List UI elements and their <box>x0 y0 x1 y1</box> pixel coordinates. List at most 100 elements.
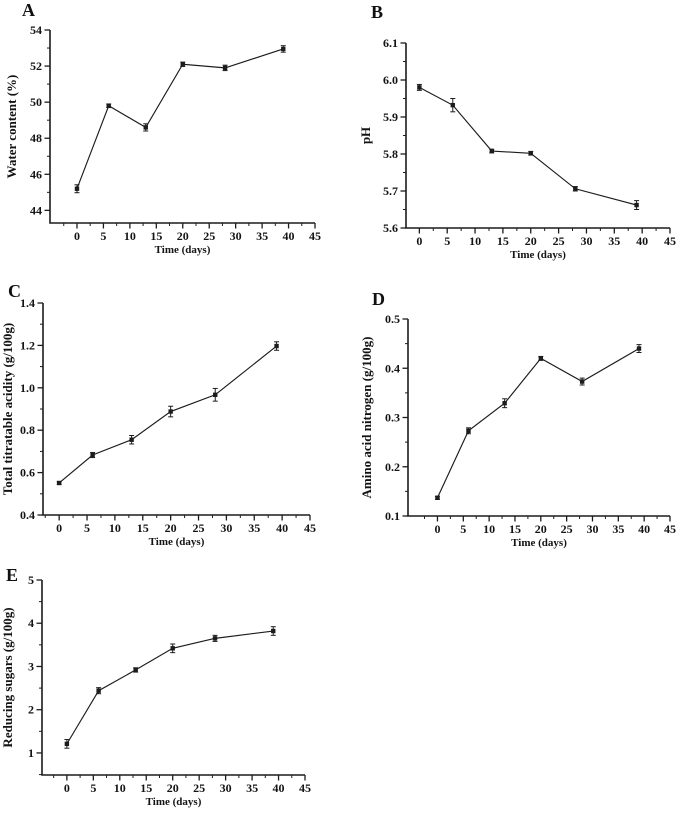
y-tick-label: 3 <box>28 659 34 673</box>
x-tick-label: 0 <box>74 229 80 243</box>
x-tick-label: 20 <box>167 781 179 795</box>
x-tick-label: 35 <box>612 522 624 536</box>
panel-label-A: A <box>22 0 36 20</box>
x-axis-title: Time (days) <box>155 244 211 256</box>
x-tick-label: 15 <box>137 521 149 535</box>
x-tick-label: 30 <box>586 522 598 536</box>
x-tick-label: 45 <box>304 521 316 535</box>
x-tick-label: 5 <box>100 229 106 243</box>
data-point-marker <box>106 103 111 108</box>
x-tick-label: 25 <box>193 521 205 535</box>
x-tick-label: 45 <box>299 781 311 795</box>
x-tick-label: 35 <box>608 234 620 248</box>
y-axis-title: pH <box>358 127 373 144</box>
x-tick-label: 15 <box>150 229 162 243</box>
y-tick-label: 0.1 <box>385 509 400 523</box>
series-line <box>419 86 637 206</box>
y-tick-label: 4 <box>28 616 34 630</box>
data-point-marker <box>170 646 175 651</box>
data-point-marker <box>143 125 148 130</box>
data-point-marker <box>274 343 279 349</box>
panel-label-E: E <box>6 565 19 585</box>
y-tick-label: 1.2 <box>20 338 35 352</box>
chart-B-ph: 5.6 5.7 5.8 5.9 6.0 6.1 0 5 10 15 20 25 30 35 40 45 Time… <box>358 36 676 261</box>
x-tick-label: 35 <box>256 229 268 243</box>
data-point-marker <box>168 409 173 414</box>
data-point-marker <box>213 392 218 397</box>
x-tick-label: 0 <box>416 234 422 248</box>
chart-C-titratable-acidity: 0.4 0.6 0.8 1.0 1.2 1.4 0 5 10 15 20 25 30 35 40 45 Time… <box>0 296 316 548</box>
x-tick-label: 10 <box>114 781 126 795</box>
data-point-marker <box>90 452 95 458</box>
y-tick-label: 5 <box>28 573 34 587</box>
x-tick-label: 25 <box>561 522 573 536</box>
panel-label-C: C <box>8 281 22 301</box>
data-point-marker <box>180 62 185 67</box>
y-tick-label: 54 <box>30 23 42 37</box>
panel-B-ph: B 5.6 5.7 5.8 5.9 6.0 6.1 0 5 10 15 20 25 30 35 40 45 Ti… <box>345 0 690 270</box>
y-tick-label: 0.8 <box>20 423 35 437</box>
panel-D-amino-acid-nitrogen: D 0.1 0.2 0.3 0.4 0.5 0 5 10 15 20 25 30 35 40 45 Time … <box>345 270 690 555</box>
x-tick-label: 5 <box>444 234 450 248</box>
x-tick-label: 25 <box>203 229 215 243</box>
panel-E-reducing-sugars: E 1 2 3 4 5 0 5 10 15 20 25 30 35 40 45 Time (days) Redu… <box>0 555 345 816</box>
y-tick-label: 50 <box>30 95 42 109</box>
y-axis-title: Total titratable acidity (g/100g) <box>0 323 15 495</box>
x-tick-label: 20 <box>525 234 537 248</box>
data-point-marker <box>129 437 134 442</box>
data-point-marker <box>502 401 507 406</box>
x-tick-label: 10 <box>483 522 495 536</box>
x-tick-label: 0 <box>56 521 62 535</box>
y-tick-label: 1 <box>28 746 34 760</box>
data-point-marker <box>466 428 471 433</box>
data-point-marker <box>573 186 578 191</box>
x-axis-title: Time (days) <box>511 537 567 549</box>
x-tick-label: 15 <box>140 781 152 795</box>
y-tick-label: 0.4 <box>20 508 35 522</box>
x-axis-title: Time (days) <box>149 536 205 548</box>
x-tick-label: 20 <box>535 522 547 536</box>
x-axis-title: Time (days) <box>510 249 566 261</box>
data-point-marker <box>271 628 276 634</box>
x-tick-label: 10 <box>109 521 121 535</box>
x-tick-label: 25 <box>553 234 565 248</box>
data-point-marker <box>528 151 533 156</box>
x-tick-label: 45 <box>309 229 321 243</box>
data-point-marker <box>212 636 218 641</box>
x-tick-label: 45 <box>664 234 676 248</box>
x-tick-label: 15 <box>497 234 509 248</box>
data-point-marker <box>74 186 80 191</box>
x-tick-label: 40 <box>638 522 650 536</box>
data-point-marker <box>636 346 642 351</box>
y-tick-label: 5.9 <box>383 110 398 124</box>
series-line <box>58 345 277 484</box>
y-tick-label: 52 <box>30 59 42 73</box>
series-line <box>436 348 640 499</box>
axis-spines <box>49 30 315 224</box>
data-point-marker <box>281 46 286 52</box>
data-point-marker <box>489 148 494 154</box>
data-point-marker <box>64 741 70 747</box>
y-tick-label: 0.6 <box>20 466 35 480</box>
y-axis-title: Amino acid nitrogen (g/100g) <box>359 337 374 499</box>
x-tick-label: 40 <box>276 521 288 535</box>
x-tick-label: 5 <box>90 781 96 795</box>
y-axis-title: Reducing sugars (g/100g) <box>0 607 15 747</box>
x-tick-label: 10 <box>469 234 481 248</box>
axis-spines <box>405 43 670 229</box>
x-tick-label: 40 <box>636 234 648 248</box>
y-tick-label: 0.5 <box>385 312 400 326</box>
y-tick-label: 1.0 <box>20 381 35 395</box>
panel-label-B: B <box>371 2 384 22</box>
y-tick-label: 48 <box>30 131 42 145</box>
data-point-marker <box>634 202 639 208</box>
x-tick-label: 30 <box>230 229 242 243</box>
x-tick-label: 35 <box>246 781 258 795</box>
x-axis-title: Time (days) <box>146 796 202 808</box>
data-point-marker <box>133 667 138 673</box>
y-tick-label: 6.0 <box>383 73 398 87</box>
data-point-marker <box>56 480 62 486</box>
series-line <box>76 48 284 189</box>
x-tick-label: 20 <box>177 229 189 243</box>
